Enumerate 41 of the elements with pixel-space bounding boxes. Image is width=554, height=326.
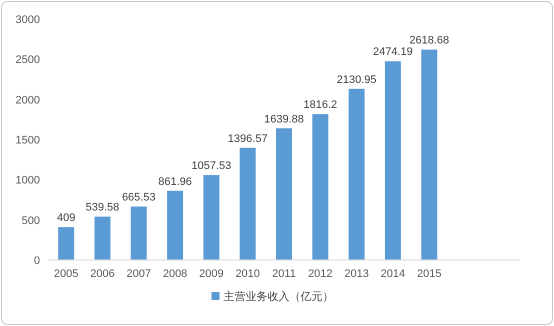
y-tick-label: 2500 [16,54,40,66]
data-label: 1639.88 [264,113,304,126]
data-label: 409 [56,212,76,224]
bar [130,206,147,260]
bar [94,216,110,260]
y-tick-label: 1000 [16,174,40,187]
y-tick-label: 1500 [16,134,40,146]
x-tick-label: 2014 [380,268,406,280]
data-label: 1396.57 [228,132,268,145]
data-label: 665.53 [122,192,156,204]
bar [58,227,74,260]
bar [421,50,438,260]
bar [276,128,292,260]
bar [240,148,256,260]
x-tick-label: 2015 [416,268,442,280]
bar [384,61,401,260]
x-tick-label: 2009 [199,268,224,280]
x-tick-label: 2008 [162,268,188,280]
x-tick-label: 2010 [235,268,260,280]
y-tick-label: 500 [22,214,40,227]
data-label: 1057.53 [192,160,232,172]
bar [348,88,365,260]
data-label: 861.96 [158,176,192,188]
x-tick-label: 2012 [308,268,333,280]
x-tick-label: 2006 [90,268,115,280]
data-label: 2130.95 [336,74,376,86]
x-tick-label: 2005 [54,268,78,280]
x-tick-label: 2013 [344,268,369,280]
bar [203,175,220,260]
x-tick-label: 2007 [126,268,152,280]
x-tick-label: 2011 [272,268,296,280]
data-label: 1816.2 [303,99,338,112]
bar [312,114,328,260]
bar [167,190,184,260]
data-label: 2618.68 [409,34,450,47]
y-tick-label: 0 [34,255,40,267]
legend-label: 主营业务收入（亿元） [224,290,334,303]
y-tick-label: 3000 [16,14,40,26]
data-label: 2474.19 [373,46,413,58]
data-label: 539.58 [86,202,120,214]
y-tick-label: 2000 [16,94,40,106]
